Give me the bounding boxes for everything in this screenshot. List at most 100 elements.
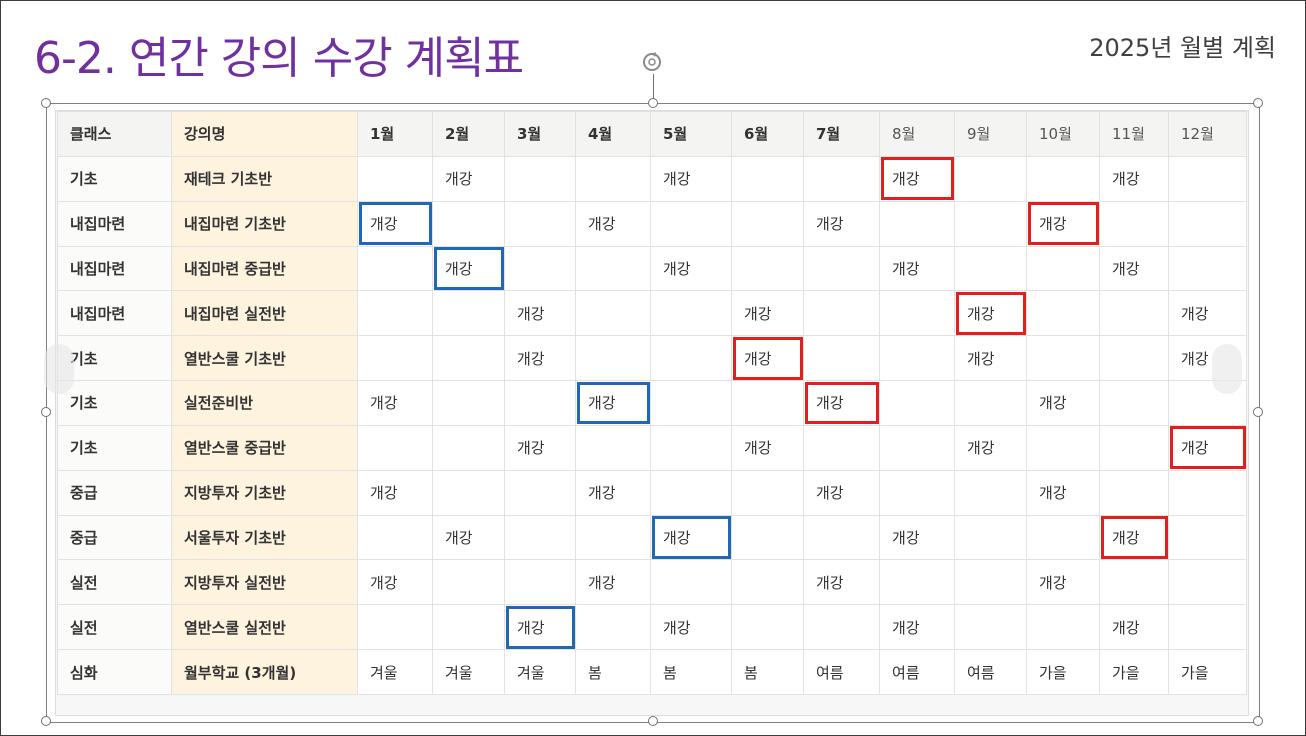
- class-cell: 기초: [57, 424, 172, 471]
- month-cell: 개강: [650, 604, 732, 651]
- month-cell: 개강: [1168, 424, 1247, 471]
- month-cell: [731, 245, 804, 292]
- table-row: 기초 실전준비반 개강 개강 개강 개강: [57, 380, 1247, 426]
- month-cell: [432, 335, 505, 382]
- month-cell: [803, 514, 880, 561]
- class-cell: 중급: [57, 514, 172, 561]
- table-row: 중급 지방투자 기초반 개강 개강 개강 개강: [57, 469, 1247, 516]
- header-cell: 클래스: [57, 111, 172, 157]
- class-cell: 내집마련: [57, 200, 172, 247]
- month-cell: 개강: [357, 380, 433, 426]
- table-row: 실전 지방투자 실전반 개강 개강 개강 개강: [57, 559, 1247, 606]
- month-cell: 개강: [575, 559, 651, 606]
- month-cell: [879, 424, 955, 471]
- month-cell: 겨울: [432, 649, 505, 695]
- header-cell: 5월: [650, 111, 732, 157]
- month-cell: [432, 604, 505, 651]
- rotate-icon[interactable]: [640, 50, 664, 74]
- header-cell: 12월: [1168, 111, 1247, 157]
- header-cell: 3월: [504, 111, 576, 157]
- resize-handle-bottom[interactable]: [648, 716, 658, 726]
- course-name-cell: 열반스쿨 실전반: [171, 604, 358, 651]
- resize-handle-top[interactable]: [648, 98, 658, 108]
- month-cell: [803, 424, 880, 471]
- class-cell: 실전: [57, 604, 172, 651]
- month-cell: [803, 604, 880, 651]
- month-cell: [650, 200, 732, 247]
- month-cell: [1168, 559, 1247, 606]
- month-cell: 개강: [1026, 380, 1100, 426]
- month-cell: 개강: [504, 290, 576, 337]
- resize-handle-bottom-right[interactable]: [1253, 716, 1263, 726]
- month-cell: [803, 155, 880, 202]
- month-cell: [803, 245, 880, 292]
- plan-table-image[interactable]: 클래스 강의명 1월 2월 3월 4월 5월 6월 7월 8월 9월 10월 11월 12월 기초 재테크 기…: [55, 110, 1249, 716]
- month-cell: 개강: [803, 380, 880, 426]
- class-cell: 기초: [57, 155, 172, 202]
- month-cell: 개강: [1026, 469, 1100, 516]
- month-cell: 개강: [650, 514, 732, 561]
- month-cell: [1026, 424, 1100, 471]
- month-cell: [432, 290, 505, 337]
- month-cell: [1026, 604, 1100, 651]
- month-cell: 개강: [954, 335, 1027, 382]
- header-row: 클래스 강의명 1월 2월 3월 4월 5월 6월 7월 8월 9월 10월 11월 12월: [57, 111, 1247, 157]
- month-cell: [1099, 335, 1169, 382]
- header-cell: 8월: [879, 111, 955, 157]
- month-cell: 여름: [803, 649, 880, 695]
- month-cell: [504, 514, 576, 561]
- month-cell: [357, 424, 433, 471]
- month-cell: 봄: [650, 649, 732, 695]
- month-cell: [357, 290, 433, 337]
- month-cell: [731, 380, 804, 426]
- month-cell: [1168, 469, 1247, 516]
- month-cell: 개강: [803, 559, 880, 606]
- resize-handle-left[interactable]: [41, 407, 51, 417]
- class-cell: 기초: [57, 335, 172, 382]
- month-cell: 개강: [1099, 155, 1169, 202]
- course-name-cell: 재테크 기초반: [171, 155, 358, 202]
- slide-subtitle[interactable]: 2025년 월별 계획: [1089, 34, 1276, 62]
- next-arrow[interactable]: [1212, 344, 1242, 394]
- course-name-cell: 실전준비반: [171, 380, 358, 426]
- month-cell: [954, 200, 1027, 247]
- month-cell: [879, 335, 955, 382]
- month-cell: 개강: [1168, 290, 1247, 337]
- month-cell: 개강: [879, 245, 955, 292]
- resize-handle-top-right[interactable]: [1253, 98, 1263, 108]
- month-cell: [650, 424, 732, 471]
- month-cell: 여름: [954, 649, 1027, 695]
- month-cell: 개강: [1026, 200, 1100, 247]
- month-cell: 개강: [504, 335, 576, 382]
- resize-handle-top-left[interactable]: [41, 98, 51, 108]
- month-cell: [1026, 155, 1100, 202]
- month-cell: [1099, 290, 1169, 337]
- prev-arrow[interactable]: [44, 344, 74, 394]
- month-cell: 개강: [432, 245, 505, 292]
- month-cell: [954, 155, 1027, 202]
- month-cell: 겨울: [504, 649, 576, 695]
- table-row: 기초 열반스쿨 기초반 개강 개강 개강 개강: [57, 335, 1247, 382]
- month-cell: [432, 469, 505, 516]
- month-cell: [731, 155, 804, 202]
- class-cell: 실전: [57, 559, 172, 606]
- month-cell: [1099, 380, 1169, 426]
- month-cell: 개강: [731, 290, 804, 337]
- header-cell: 강의명: [171, 111, 358, 157]
- resize-handle-bottom-left[interactable]: [41, 716, 51, 726]
- month-cell: [432, 424, 505, 471]
- month-cell: 개강: [954, 424, 1027, 471]
- course-name-cell: 지방투자 기초반: [171, 469, 358, 516]
- month-cell: 개강: [575, 469, 651, 516]
- month-cell: [1099, 200, 1169, 247]
- course-name-cell: 내집마련 기초반: [171, 200, 358, 247]
- slide-title[interactable]: 6-2. 연간 강의 수강 계획표: [34, 33, 524, 84]
- resize-handle-right[interactable]: [1253, 407, 1263, 417]
- month-cell: [357, 245, 433, 292]
- class-cell: 기초: [57, 380, 172, 426]
- month-cell: 개강: [650, 155, 732, 202]
- month-cell: [954, 514, 1027, 561]
- month-cell: [357, 335, 433, 382]
- month-cell: [879, 469, 955, 516]
- month-cell: 여름: [879, 649, 955, 695]
